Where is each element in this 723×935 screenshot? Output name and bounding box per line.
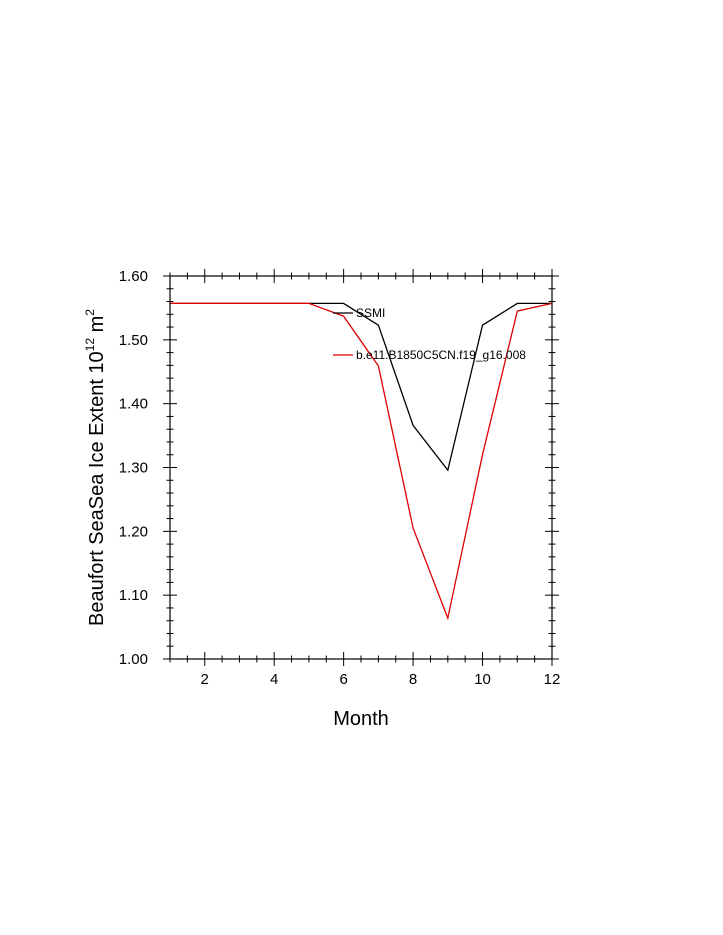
- x-tick-label: 6: [339, 671, 347, 688]
- y-tick-label: 1.30: [119, 460, 148, 477]
- x-axis-title: Month: [333, 708, 389, 730]
- y-axis-title-exponent: 12: [83, 338, 97, 352]
- series-line-1: [170, 302, 553, 621]
- y-tick-label: 1.10: [119, 587, 148, 604]
- y-tick-label: 1.60: [119, 268, 148, 285]
- axis-ticks: [163, 269, 559, 666]
- y-tick-label: 1.20: [119, 523, 148, 540]
- plot-frame: [169, 275, 553, 660]
- legend-label-ssmi: SSMI: [356, 306, 385, 320]
- y-axis-title-text: Beaufort SeaSea Ice Extent 10: [86, 351, 108, 626]
- y-axis-title: Beaufort SeaSea Ice Extent 1012 m2: [83, 309, 108, 626]
- x-tick-label: 4: [270, 671, 278, 688]
- legend: SSMI b.e11.B1850C5CN.f19_g16.008: [333, 306, 526, 362]
- axis-tick-labels: 2 4 6 8 10 12 1.00 1.10 1.20 1.30 1.40 1.50 1.60: [119, 268, 561, 688]
- y-tick-label: 1.40: [119, 396, 148, 413]
- x-tick-label: 8: [409, 671, 417, 688]
- series-line-0: [170, 302, 552, 472]
- y-tick-label: 1.00: [119, 651, 148, 668]
- y-tick-label: 1.50: [119, 332, 148, 349]
- x-tick-label: 2: [201, 671, 209, 688]
- x-tick-label: 12: [544, 671, 561, 688]
- x-tick-label: 10: [474, 671, 491, 688]
- series-lines: [170, 302, 553, 621]
- y-axis-title-unit-power: 2: [83, 309, 97, 316]
- y-axis-title-unit: m: [86, 316, 108, 338]
- legend-label-model: b.e11.B1850C5CN.f19_g16.008: [356, 348, 526, 362]
